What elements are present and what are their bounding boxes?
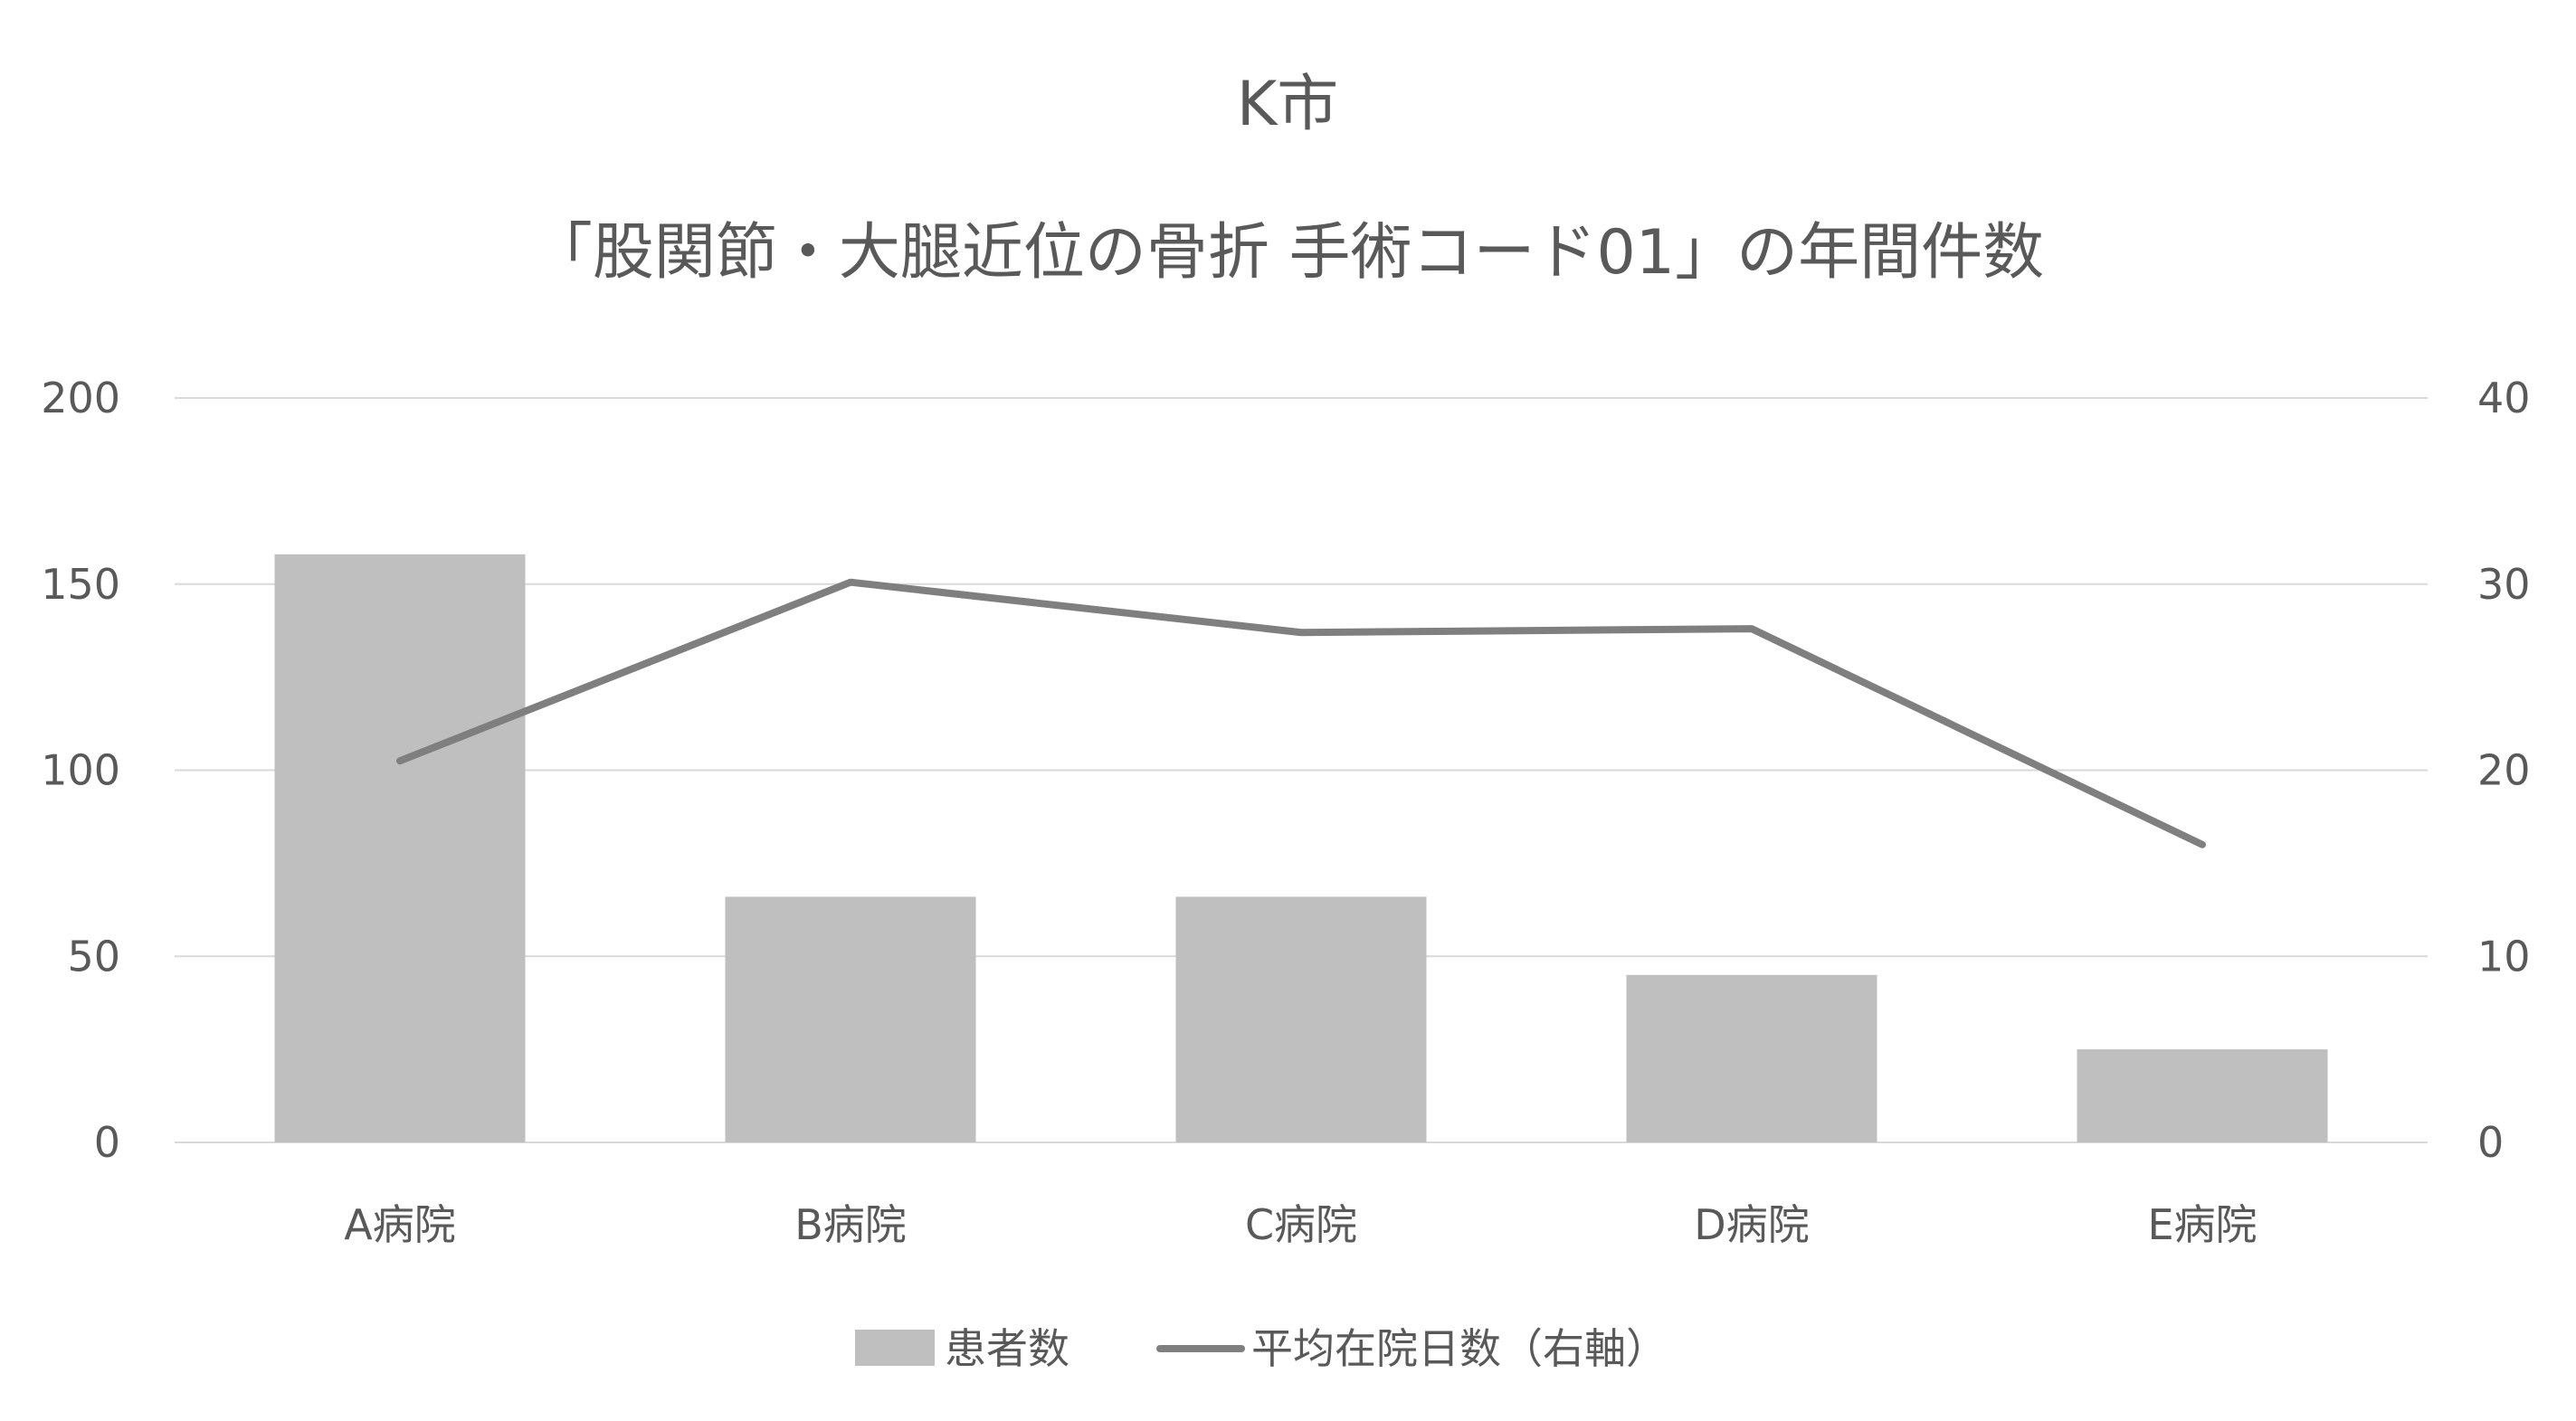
line-series-path	[396, 578, 2206, 848]
left-tick-label: 0	[94, 1118, 120, 1167]
left-tick-label: 200	[41, 374, 120, 422]
legend-line-label: 平均在院日数（右軸）	[1251, 1324, 1668, 1373]
right-tick-label: 30	[2477, 560, 2531, 609]
category-label: D病院	[1694, 1200, 1809, 1249]
category-label: B病院	[794, 1200, 907, 1249]
right-tick-label: 0	[2477, 1118, 2504, 1167]
bar	[2077, 1049, 2328, 1142]
legend-bar-swatch	[855, 1330, 935, 1366]
category-labels: A病院 B病院 C病院 D病院 E病院	[344, 1200, 2257, 1249]
left-tick-label: 100	[41, 746, 120, 795]
left-tick-label: 50	[67, 932, 120, 980]
bar	[1626, 974, 1877, 1142]
left-tick-label: 150	[41, 560, 120, 609]
chart-title: K市	[1237, 69, 1339, 140]
legend-bar-label: 患者数	[945, 1324, 1069, 1373]
left-axis-ticks: 0 50 100 150 200	[41, 374, 120, 1167]
category-label: C病院	[1245, 1200, 1357, 1249]
right-tick-label: 10	[2477, 932, 2531, 980]
bar	[274, 554, 526, 1142]
bar-series	[274, 554, 2328, 1142]
chart-subtitle: 「股関節・大腿近位の骨折 手術コード01」の年間件数	[531, 217, 2044, 289]
category-label: A病院	[344, 1200, 455, 1249]
gridlines	[175, 397, 2428, 1143]
right-axis-ticks: 0 10 20 30 40	[2477, 374, 2531, 1167]
line-series	[396, 578, 2206, 848]
legend: 患者数 平均在院日数（右軸）	[855, 1324, 1668, 1373]
category-label: E病院	[2147, 1200, 2257, 1249]
right-tick-label: 40	[2477, 374, 2531, 422]
bar	[725, 896, 976, 1142]
right-tick-label: 20	[2477, 746, 2531, 795]
bar	[1175, 896, 1427, 1142]
